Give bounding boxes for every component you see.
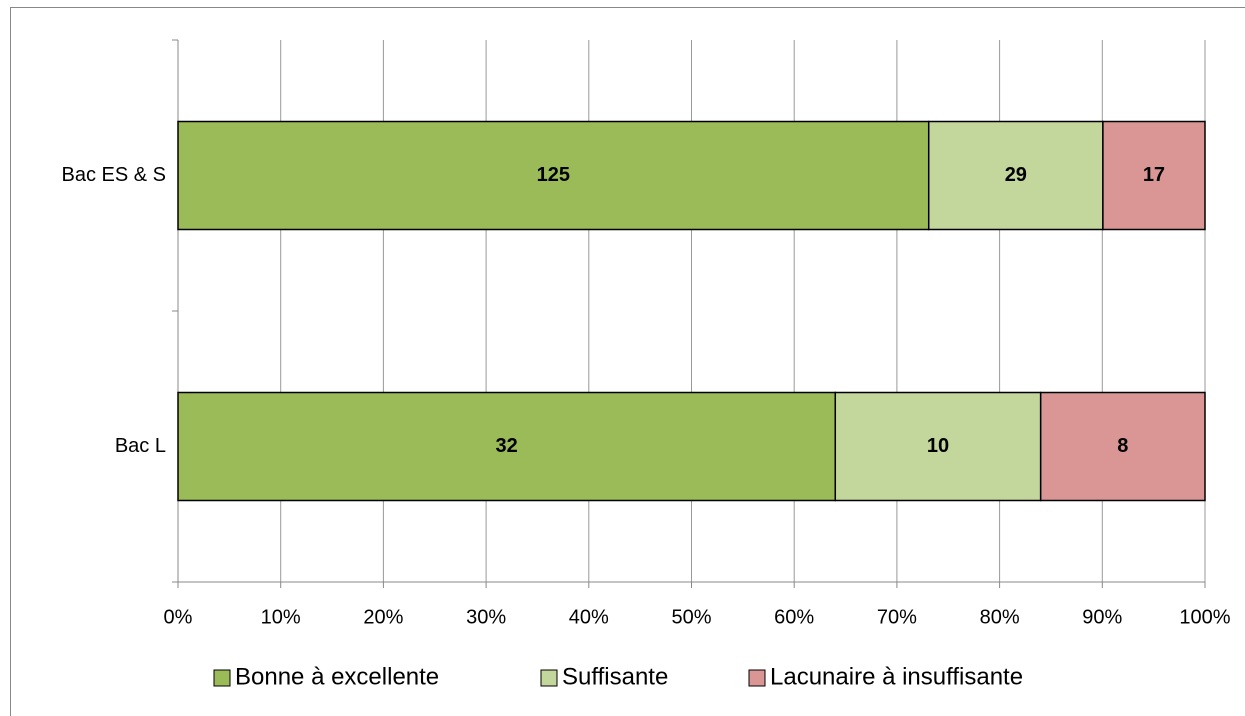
y-tick-label: Bac L [115, 435, 166, 457]
x-tick-label: 80% [980, 606, 1020, 628]
legend-swatch [748, 669, 766, 687]
x-tick-label: 40% [569, 606, 609, 628]
legend-swatch [213, 669, 231, 687]
data-label: 29 [1005, 164, 1027, 186]
bar-segment [834, 391, 1042, 502]
legend-label: Suffisante [562, 663, 668, 690]
legend-swatch [540, 669, 558, 687]
bar-segment [177, 391, 837, 502]
y-tick-label: Bac ES & S [62, 164, 167, 186]
data-label: 32 [496, 435, 518, 457]
bar-segment [1039, 391, 1206, 502]
bar-segment [1102, 120, 1206, 231]
x-tick-label: 60% [774, 606, 814, 628]
x-tick-label: 30% [466, 606, 506, 628]
legend-label: Lacunaire à insuffisante [770, 663, 1023, 690]
x-tick-label: 100% [1179, 606, 1230, 628]
data-label: 17 [1143, 164, 1165, 186]
chart-border [10, 7, 1245, 716]
x-tick-label: 70% [877, 606, 917, 628]
x-tick-label: 0% [164, 606, 193, 628]
data-label: 10 [927, 435, 949, 457]
legend-label: Bonne à excellente [235, 663, 439, 690]
data-label: 8 [1117, 435, 1128, 457]
data-label: 125 [537, 164, 570, 186]
x-tick-label: 10% [261, 606, 301, 628]
x-tick-label: 20% [363, 606, 403, 628]
x-tick-label: 90% [1082, 606, 1122, 628]
bar-segment [927, 120, 1104, 231]
x-tick-label: 50% [671, 606, 711, 628]
